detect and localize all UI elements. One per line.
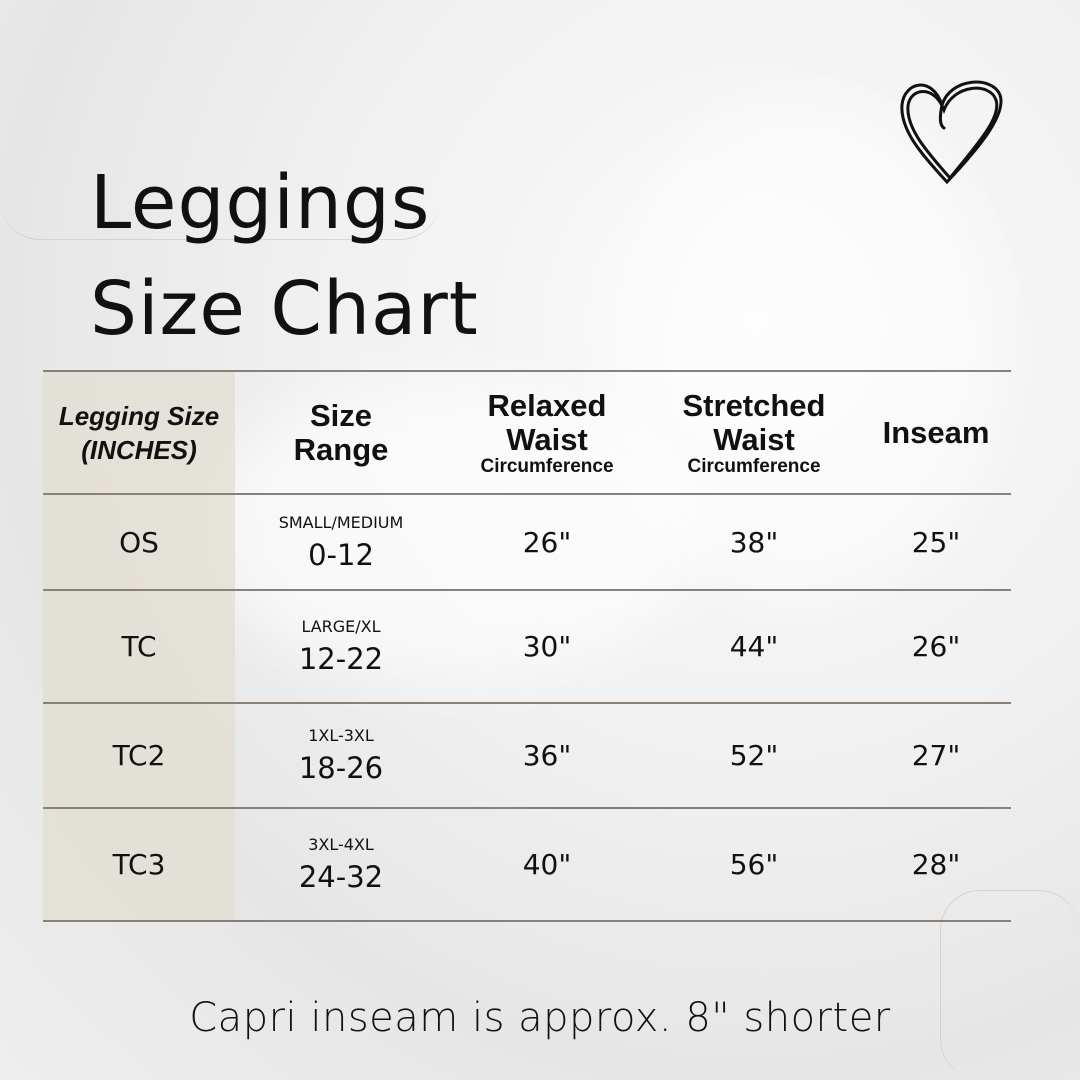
header-legging-size: Legging Size (INCHES)	[43, 371, 235, 494]
cell-relaxed: 26"	[522, 525, 572, 559]
cell-range: 3XL-4XL 24-32	[298, 835, 384, 894]
cell-stretched: 38"	[729, 525, 779, 559]
cell-relaxed: 40"	[522, 848, 572, 881]
cell-stretched: 52"	[729, 739, 779, 772]
header-relaxed-waist: Relaxed Waist Circumference	[480, 387, 614, 477]
cell-range: LARGE/XL 12-22	[298, 617, 384, 676]
cell-size: TC2	[43, 703, 235, 808]
cell-range: SMALL/MEDIUM 0-12	[278, 512, 404, 572]
cell-inseam: 27"	[911, 739, 961, 772]
cell-stretched: 56"	[729, 848, 779, 881]
background-fabric	[600, 100, 1000, 600]
decorative-line	[0, 0, 440, 240]
cell-size: TC3	[43, 808, 235, 921]
header-size-range: Size Range	[293, 397, 389, 467]
footer-note: Capri inseam is approx. 8" shorter	[189, 995, 891, 1041]
page-title: Leggings Size Chart	[90, 150, 479, 362]
title-line: Leggings	[90, 160, 431, 246]
cell-inseam: 28"	[911, 848, 961, 881]
cell-size: TC	[43, 590, 235, 703]
decorative-line	[940, 890, 1079, 1079]
header-stretched-waist: Stretched Waist Circumference	[682, 387, 826, 477]
table-row: OS SMALL/MEDIUM 0-12 26" 38" 25"	[43, 494, 1011, 590]
cell-relaxed: 36"	[522, 739, 572, 772]
size-table: Legging Size (INCHES) Size Range Relaxed Wa…	[43, 370, 1011, 922]
table-row: TC3 3XL-4XL 24-32 40" 56" 28"	[43, 808, 1011, 921]
cell-size: OS	[43, 494, 235, 590]
title-line: Size Chart	[90, 266, 479, 352]
cell-inseam: 26"	[911, 630, 961, 663]
table-header-row: Legging Size (INCHES) Size Range Relaxed Wa…	[43, 371, 1011, 494]
heart-outline-icon	[900, 80, 1003, 185]
cell-stretched: 44"	[729, 630, 779, 663]
cell-range: 1XL-3XL 18-26	[298, 726, 384, 785]
header-inseam: Inseam	[882, 414, 990, 450]
cell-inseam: 25"	[911, 525, 961, 559]
cell-relaxed: 30"	[522, 630, 572, 663]
table-row: TC LARGE/XL 12-22 30" 44" 26"	[43, 590, 1011, 703]
table-row: TC2 1XL-3XL 18-26 36" 52" 27"	[43, 703, 1011, 808]
